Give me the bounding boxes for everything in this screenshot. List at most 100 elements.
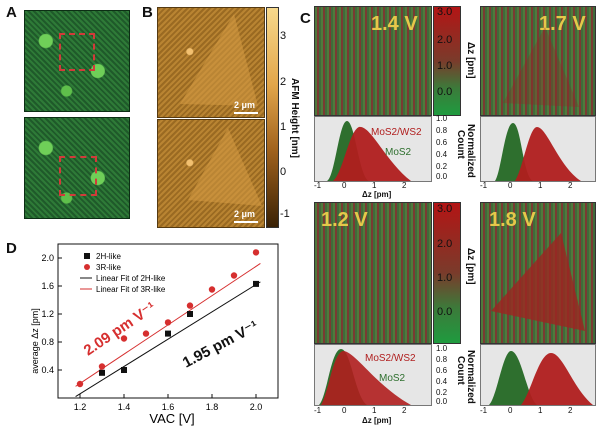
hist-tick: 0.4 bbox=[436, 150, 448, 159]
slope-annotation-3r: 2.09 pm V⁻¹ bbox=[81, 299, 159, 359]
hist-tick: 0.2 bbox=[436, 162, 448, 171]
mos2ws2-label: MoS2/WS2 bbox=[365, 353, 416, 364]
data-point-3r bbox=[98, 363, 106, 370]
dz-colorbar-tick: 3.0 bbox=[437, 203, 453, 215]
dz-colorbar-bottom bbox=[433, 202, 461, 344]
x-axis-label: Δz [pm] bbox=[362, 190, 392, 199]
afm-image-bottom: 2 μm bbox=[157, 119, 265, 228]
dz-colorbar-tick: 1.0 bbox=[437, 60, 453, 72]
flake-triangle bbox=[503, 27, 579, 107]
hist-tick: 0.0 bbox=[436, 397, 448, 406]
y-tick-label: 1.6 bbox=[41, 281, 54, 291]
scalebar-label: 2 μm bbox=[234, 100, 256, 110]
data-point-2h bbox=[187, 311, 193, 317]
y-tick-label: 0.4 bbox=[41, 365, 54, 375]
data-point-3r bbox=[230, 272, 238, 279]
hist-label: Count bbox=[455, 356, 466, 385]
data-point-2h bbox=[253, 280, 259, 287]
mos2-label: MoS2 bbox=[385, 147, 412, 158]
data-point-3r bbox=[76, 380, 84, 388]
x-tick-label: 1.4 bbox=[118, 402, 131, 412]
x-tick-label: 1.8 bbox=[206, 402, 219, 412]
hist-label: Count bbox=[455, 130, 466, 159]
x-tick: -1 bbox=[480, 406, 488, 415]
hist-tick: 1.0 bbox=[436, 114, 448, 123]
afm-colorbar-tick: -1 bbox=[280, 208, 290, 220]
dz-colorbar-tick: 1.0 bbox=[437, 272, 453, 284]
legend-marker-2h bbox=[84, 253, 90, 259]
afm-colorbar-tick: 3 bbox=[280, 30, 287, 42]
data-point-3r bbox=[164, 319, 172, 326]
data-point-3r bbox=[142, 330, 150, 337]
panel-d-chart: 1.2 1.4 1.6 1.8 2.0 0.4 0.8 1.2 1.6 2.0 average Δ… bbox=[30, 243, 279, 426]
dz-histogram-1-2v: MoS2/WS2 MoS2 bbox=[314, 344, 432, 406]
selection-box bbox=[59, 156, 97, 196]
legend-label-2h: 2H-like bbox=[96, 252, 121, 261]
x-tick: 2 bbox=[402, 406, 407, 415]
x-tick: -1 bbox=[480, 181, 488, 190]
slope-annotation-2h: 1.95 pm V⁻¹ bbox=[180, 318, 261, 372]
data-point-2h bbox=[99, 369, 105, 376]
x-tick: -1 bbox=[314, 181, 322, 190]
scalebar bbox=[234, 221, 258, 223]
afm-colorbar-tick: 0 bbox=[280, 166, 287, 178]
voltage-label: 1.8 V bbox=[489, 209, 536, 231]
data-point-3r bbox=[186, 302, 194, 309]
voltage-label: 1.4 V bbox=[371, 13, 418, 35]
x-tick: 1 bbox=[372, 406, 377, 415]
x-tick: 2 bbox=[568, 181, 573, 190]
voltage-label: 1.7 V bbox=[539, 13, 586, 35]
x-tick-label: 2.0 bbox=[250, 402, 263, 412]
x-tick-label: 1.2 bbox=[74, 402, 87, 412]
mos2-label: MoS2 bbox=[379, 373, 406, 384]
panel-label-a: A bbox=[6, 4, 17, 21]
dz-histogram-1-4v: MoS2/WS2 MoS2 bbox=[314, 116, 432, 182]
data-point-3r bbox=[252, 249, 260, 256]
dz-histogram-1-7v bbox=[480, 116, 596, 182]
hist-tick: 0.8 bbox=[436, 126, 448, 135]
hist-label: Normalized bbox=[465, 124, 476, 178]
panel-a-image-top bbox=[24, 10, 130, 112]
hist-label: Normalized bbox=[465, 350, 476, 404]
y-tick-label: 2.0 bbox=[41, 253, 54, 263]
dz-colorbar-tick: 2.0 bbox=[437, 238, 453, 250]
x-tick-label: 1.6 bbox=[162, 402, 175, 412]
y-tick-label: 1.2 bbox=[41, 309, 54, 319]
dz-colorbar-tick: 2.0 bbox=[437, 34, 453, 46]
panel-a-image-bottom bbox=[24, 117, 130, 219]
y-tick-label: 0.8 bbox=[41, 337, 54, 347]
dz-colorbar-tick: 0.0 bbox=[437, 306, 453, 318]
afm-colorbar bbox=[266, 7, 279, 228]
histogram-curves bbox=[319, 349, 411, 405]
data-point-3r bbox=[208, 286, 216, 293]
legend-label-3r: 3R-like bbox=[96, 263, 121, 272]
dz-histogram-1-8v bbox=[480, 344, 596, 406]
dz-colorbar-label: Δz [pm] bbox=[465, 248, 476, 285]
legend-label-fit-2h: Linear Fit of 2H-like bbox=[96, 274, 166, 283]
dz-map-1-4v: 1.4 V bbox=[314, 6, 432, 116]
dz-map-1-2v: 1.2 V bbox=[314, 202, 432, 344]
histogram-curves bbox=[327, 121, 411, 181]
x-tick: -1 bbox=[314, 406, 322, 415]
x-tick: 0 bbox=[342, 181, 347, 190]
flake-triangle bbox=[180, 14, 258, 106]
afm-colorbar-tick: 2 bbox=[280, 76, 287, 88]
hist-tick: 0.2 bbox=[436, 388, 448, 397]
hist-tick: 1.0 bbox=[436, 344, 448, 353]
x-tick: 2 bbox=[568, 406, 573, 415]
hist-tick: 0.4 bbox=[436, 377, 448, 386]
dz-map-1-7v: 1.7 V bbox=[480, 6, 596, 116]
afm-colorbar-tick: 1 bbox=[280, 121, 287, 133]
x-tick: 0 bbox=[508, 406, 513, 415]
dz-colorbar-tick: 0.0 bbox=[437, 86, 453, 98]
selection-box bbox=[59, 33, 95, 71]
y-axis-label: average Δz [pm] bbox=[30, 308, 40, 374]
data-point-2h bbox=[165, 330, 171, 337]
x-tick: 0 bbox=[508, 181, 513, 190]
legend: 2H-like 3R-like Linear Fit of 2H-like Li… bbox=[80, 252, 166, 294]
x-tick: 1 bbox=[538, 406, 543, 415]
dz-map-1-8v: 1.8 V bbox=[480, 202, 596, 344]
flake-triangle bbox=[188, 128, 262, 206]
afm-image-top: 2 μm bbox=[157, 7, 265, 118]
panel-label-c: C bbox=[300, 10, 311, 27]
